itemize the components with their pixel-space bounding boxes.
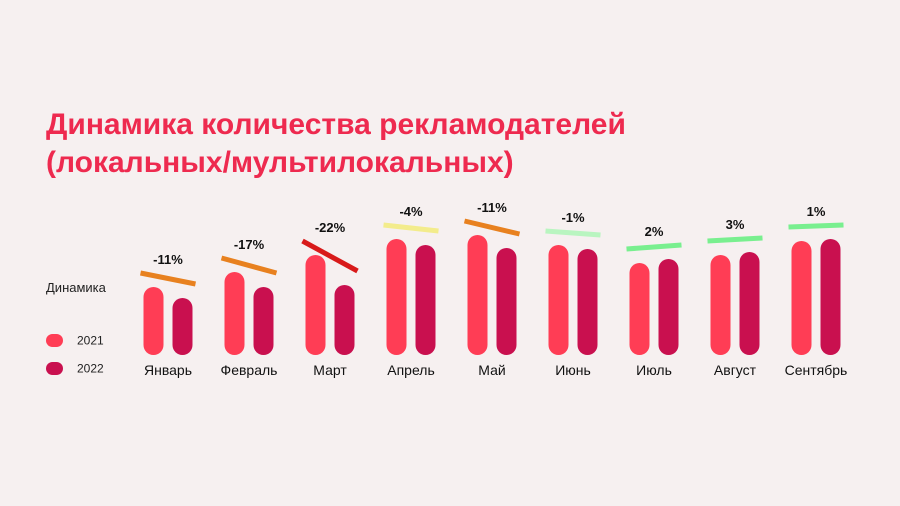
change-label-1: -11% [153,252,183,267]
change-label-9: 1% [807,204,826,219]
change-line-5 [463,218,521,237]
category-label-6: Июнь [555,362,591,378]
change-label-2: -17% [234,237,265,252]
legend-item-2021: 2021 [46,332,104,348]
bar-2022-9 [820,239,841,355]
change-line-2 [220,255,278,276]
category-label-1: Январь [144,362,192,378]
bar-2021-1 [143,287,164,355]
chart-title-line-2: (локальных/мультилокальных) [46,146,514,179]
bar-2022-5 [496,248,517,355]
legend-label-2022: 2022 [77,361,104,376]
change-line-4 [383,222,439,234]
bar-2021-6 [548,245,569,355]
bar-2021-7 [629,263,650,355]
bar-2021-4 [386,239,407,355]
category-label-3: Март [313,362,347,378]
change-label-3: -22% [315,220,346,235]
bar-2021-5 [467,235,488,355]
change-label-4: -4% [399,204,423,219]
legend-item-2022: 2022 [46,360,104,376]
legend-label-2021: 2021 [77,333,104,348]
change-line-9 [788,222,844,230]
bar-2021-3 [305,255,326,355]
change-line-7 [626,242,682,252]
change-label-5: -11% [477,200,507,215]
bar-2022-2 [253,287,274,355]
chart-title-line-1: Динамика количества рекламодателей [46,108,626,141]
category-label-2: Февраль [221,362,278,378]
legend-swatch-2021 [46,334,63,348]
bar-2022-8 [739,252,760,355]
category-label-8: Август [714,362,757,378]
change-label-7: 2% [645,224,664,239]
bar-2021-8 [710,255,731,355]
legend-title: Динамика [46,280,106,295]
bar-2022-1 [172,298,193,355]
legend-swatch-2022 [46,362,63,376]
bar-2022-7 [658,259,679,355]
category-label-7: Июль [636,362,672,378]
change-label-6: -1% [561,210,585,225]
category-label-9: Сентябрь [785,362,848,378]
category-label-4: Апрель [387,362,435,378]
chart-title: Динамика количества рекламодателей (лока… [46,106,846,182]
bar-2021-9 [791,241,812,355]
bar-2022-3 [334,285,355,355]
change-line-6 [545,228,601,238]
bar-2022-6 [577,249,598,355]
bar-2022-4 [415,245,436,355]
change-line-1 [140,270,196,287]
change-line-8 [707,235,763,244]
change-label-8: 3% [726,217,745,232]
bar-2021-2 [224,272,245,355]
category-label-5: Май [478,362,505,378]
change-line-3 [301,238,359,274]
